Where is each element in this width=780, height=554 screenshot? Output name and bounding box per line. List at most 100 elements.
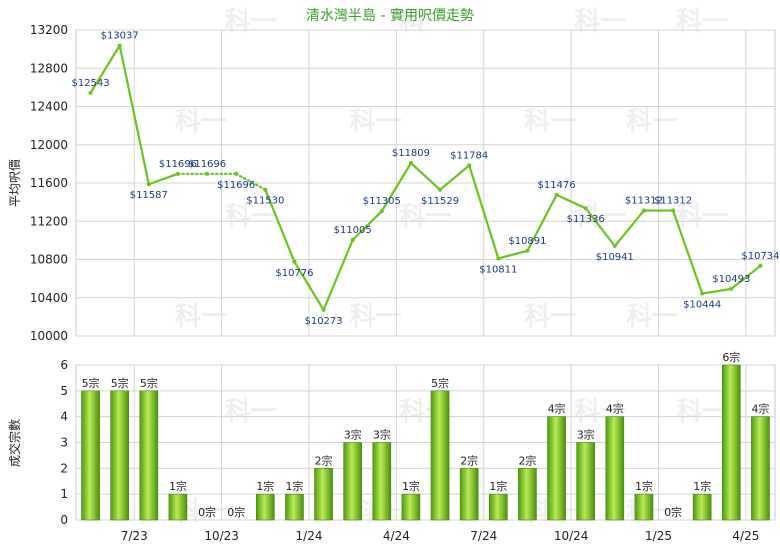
count-data-label: 1宗	[285, 479, 303, 493]
count-data-label: 0宗	[198, 505, 216, 519]
count-tick-label: 1	[60, 487, 68, 501]
count-tick-label: 4	[60, 410, 68, 424]
price-tick-label: 12400	[30, 100, 68, 114]
price-line-segment	[409, 161, 442, 191]
count-bar	[139, 390, 159, 521]
watermark-text: 科一	[626, 107, 678, 137]
watermark-text: 科一	[225, 397, 277, 427]
price-point	[408, 161, 413, 166]
price-data-label: $11784	[450, 150, 488, 161]
price-data-label: $12543	[71, 78, 109, 89]
price-line-segment	[701, 287, 733, 295]
watermark-text: 科一	[399, 7, 451, 37]
count-data-label: 5宗	[431, 376, 449, 390]
price-point	[117, 43, 122, 48]
x-tick-label: 1/24	[296, 529, 323, 543]
price-tick-label: 10000	[30, 329, 68, 343]
watermark-text: 科一	[349, 107, 401, 137]
price-line-segment	[293, 260, 325, 311]
count-bar	[81, 390, 100, 521]
watermark-text: 科一	[349, 302, 401, 332]
price-data-label: $11005	[334, 225, 372, 236]
count-bar	[459, 468, 479, 521]
price-point	[525, 248, 530, 253]
price-tick-label: 10400	[30, 291, 68, 305]
watermark-text: 科一	[225, 7, 277, 37]
price-point	[700, 291, 705, 296]
price-point	[758, 263, 763, 268]
price-data-label: $10734	[741, 251, 779, 262]
price-line-segment	[613, 209, 646, 248]
price-point	[612, 244, 617, 249]
price-line-segment	[730, 264, 762, 290]
price-data-label: $11530	[246, 196, 284, 207]
watermark-text: 科一	[676, 202, 728, 232]
count-data-label: 5宗	[140, 376, 158, 390]
watermark-text: 科一	[524, 107, 576, 137]
count-bar	[343, 442, 363, 521]
price-data-label: $10776	[275, 268, 313, 279]
price-data-label: $10891	[508, 236, 546, 247]
price-point	[292, 259, 297, 264]
count-data-label: 2宗	[315, 453, 333, 467]
price-data-label: $10811	[479, 264, 517, 275]
watermark-text: 科一	[524, 302, 576, 332]
price-point	[729, 286, 734, 291]
price-data-label: $11587	[130, 190, 168, 201]
count-data-label: 3宗	[344, 428, 362, 442]
price-line-segment	[118, 44, 150, 186]
count-tick-label: 3	[60, 436, 68, 450]
x-tick-label: 7/24	[470, 529, 497, 543]
price-line-segment	[147, 172, 180, 186]
price-point	[554, 192, 559, 197]
price-tick-label: 12800	[30, 61, 68, 75]
count-data-label: 1宗	[693, 479, 711, 493]
x-tick-label: 1/25	[645, 529, 672, 543]
watermark-text: 科一	[225, 202, 277, 232]
count-data-label: 3宗	[577, 428, 595, 442]
count-bar	[255, 493, 275, 521]
watermark-text: 科一	[676, 7, 728, 37]
watermark-text: 科一	[676, 397, 728, 427]
price-data-label: $11696	[159, 159, 197, 170]
x-tick-label: 4/25	[732, 529, 759, 543]
price-data-label: $11809	[392, 148, 430, 159]
count-data-label: 4宗	[751, 402, 769, 416]
watermark-text: 科一	[399, 202, 451, 232]
count-bar	[488, 493, 508, 521]
count-bar	[634, 493, 654, 521]
price-point	[350, 237, 355, 242]
price-point	[641, 208, 646, 213]
count-bar	[692, 493, 712, 521]
price-line-segment	[322, 238, 354, 311]
price-data-label: $11529	[421, 196, 459, 207]
price-point	[263, 187, 268, 192]
price-line-segment	[671, 209, 704, 295]
price-line-segment	[584, 207, 616, 248]
price-axis-label: 平均呎價	[8, 159, 22, 207]
price-data-label: $11336	[567, 214, 605, 225]
count-tick-label: 5	[60, 384, 68, 398]
price-point	[671, 208, 676, 213]
count-data-label: 3宗	[373, 428, 391, 442]
count-tick-label: 2	[60, 461, 68, 475]
price-tick-label: 11200	[30, 214, 68, 228]
price-data-label: $13037	[101, 31, 139, 42]
count-data-label: 0宗	[227, 505, 245, 519]
price-tick-label: 13200	[30, 23, 68, 37]
price-point	[467, 163, 472, 168]
price-point	[583, 206, 588, 211]
price-data-label: $10273	[304, 316, 342, 327]
price-line-segment	[89, 44, 121, 94]
price-line-segment	[497, 249, 529, 260]
watermark-text: 科一	[574, 7, 626, 37]
count-bar	[751, 416, 770, 521]
watermark-text: 科一	[626, 302, 678, 332]
count-bar	[168, 493, 188, 521]
price-line-segment	[468, 164, 500, 260]
price-data-label: $10941	[596, 252, 634, 263]
count-bar	[372, 442, 392, 521]
count-bar	[721, 364, 741, 521]
count-data-label: 4宗	[548, 402, 566, 416]
